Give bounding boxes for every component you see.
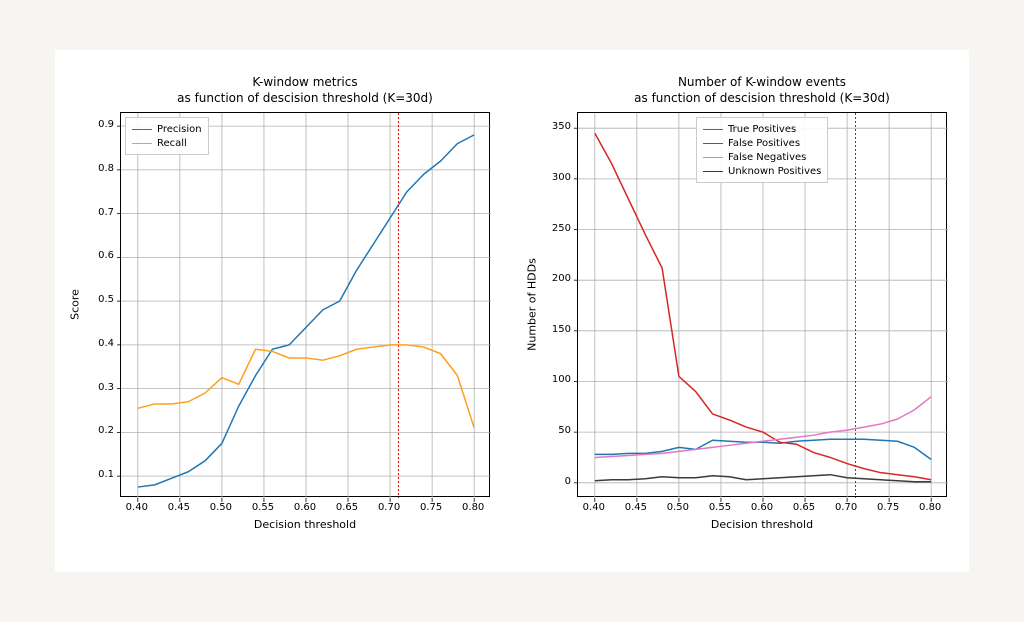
right-ylabel: Number of HDDs [526, 255, 539, 355]
right-title-line1: Number of K-window events [678, 75, 846, 89]
figure: K-window metrics as function of descisio… [55, 50, 969, 572]
xtick-label: 0.70 [832, 502, 860, 513]
left-plot-area: Precision Recall [120, 112, 490, 497]
xtick-label: 0.40 [123, 502, 151, 513]
legend-swatch [703, 157, 723, 158]
xtick-label: 0.60 [748, 502, 776, 513]
xtick-label: 0.40 [580, 502, 608, 513]
legend-item: Precision [132, 122, 202, 136]
right-legend: True Positives False Positives False Negat… [696, 117, 828, 183]
right-plot-area: True Positives False Positives False Negat… [577, 112, 947, 497]
right-title-line2: as function of descision threshold (K=30… [634, 91, 890, 105]
legend-item: False Positives [703, 136, 821, 150]
xtick-label: 0.80 [916, 502, 944, 513]
ytick-label: 200 [541, 273, 571, 284]
xtick-label: 0.55 [706, 502, 734, 513]
xtick-label: 0.50 [207, 502, 235, 513]
legend-label: Precision [157, 124, 202, 135]
left-title-line1: K-window metrics [252, 75, 357, 89]
legend-label: Recall [157, 138, 187, 149]
ytick-label: 0.1 [84, 469, 114, 480]
left-title: K-window metrics as function of descisio… [120, 75, 490, 106]
ytick-label: 0.4 [84, 338, 114, 349]
xtick-label: 0.65 [333, 502, 361, 513]
legend-label: False Positives [728, 138, 800, 149]
left-title-line2: as function of descision threshold (K=30… [177, 91, 433, 105]
legend-item: Unknown Positives [703, 164, 821, 178]
right-panel: Number of K-window events as function of… [512, 50, 969, 572]
ytick-label: 100 [541, 374, 571, 385]
left-legend: Precision Recall [125, 117, 209, 155]
ytick-label: 0.9 [84, 119, 114, 130]
legend-swatch [703, 171, 723, 172]
legend-swatch [132, 129, 152, 130]
ytick-label: 0.6 [84, 250, 114, 261]
left-panel: K-window metrics as function of descisio… [55, 50, 512, 572]
xtick-label: 0.65 [790, 502, 818, 513]
right-xlabel: Decision threshold [577, 518, 947, 531]
ytick-label: 0.2 [84, 425, 114, 436]
ytick-label: 0 [541, 476, 571, 487]
xtick-label: 0.45 [165, 502, 193, 513]
left-xlabel: Decision threshold [120, 518, 490, 531]
legend-label: False Negatives [728, 152, 806, 163]
legend-label: Unknown Positives [728, 166, 821, 177]
ytick-label: 0.3 [84, 382, 114, 393]
legend-item: Recall [132, 136, 202, 150]
xtick-label: 0.45 [622, 502, 650, 513]
legend-item: False Negatives [703, 150, 821, 164]
ytick-label: 250 [541, 223, 571, 234]
legend-item: True Positives [703, 122, 821, 136]
legend-swatch [132, 143, 152, 144]
ytick-label: 50 [541, 425, 571, 436]
ytick-label: 150 [541, 324, 571, 335]
legend-label: True Positives [728, 124, 796, 135]
xtick-label: 0.50 [664, 502, 692, 513]
right-title: Number of K-window events as function of… [577, 75, 947, 106]
ytick-label: 350 [541, 121, 571, 132]
ytick-label: 0.5 [84, 294, 114, 305]
ytick-label: 0.7 [84, 207, 114, 218]
xtick-label: 0.75 [874, 502, 902, 513]
legend-swatch [703, 129, 723, 130]
ytick-label: 300 [541, 172, 571, 183]
left-ylabel: Score [69, 275, 82, 335]
xtick-label: 0.70 [375, 502, 403, 513]
legend-swatch [703, 143, 723, 144]
xtick-label: 0.55 [249, 502, 277, 513]
xtick-label: 0.75 [417, 502, 445, 513]
xtick-label: 0.60 [291, 502, 319, 513]
xtick-label: 0.80 [459, 502, 487, 513]
ytick-label: 0.8 [84, 163, 114, 174]
